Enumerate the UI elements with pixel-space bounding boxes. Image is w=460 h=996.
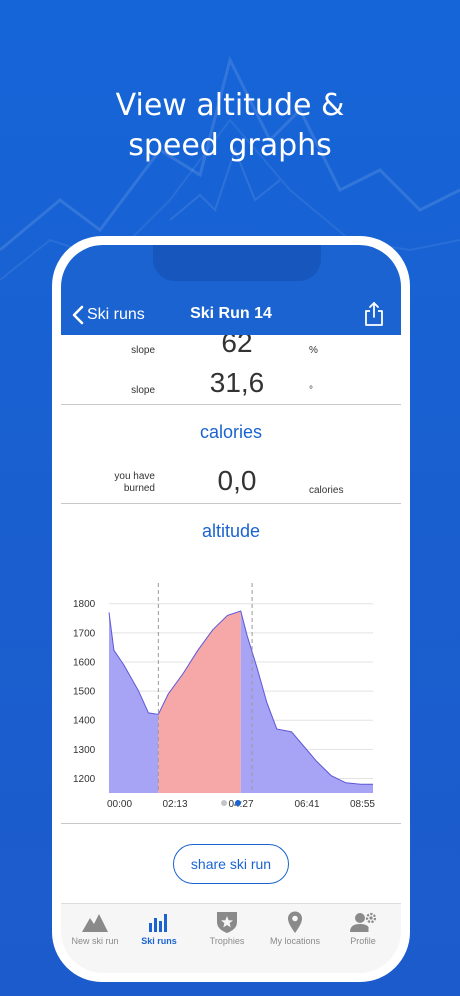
phone-screen: Ski runs Ski Run 14 slope 62 % slope 31,…	[61, 245, 401, 973]
calories-label: you have burned	[114, 471, 155, 495]
y-tick-label: 1600	[73, 657, 96, 668]
y-tick-label: 1400	[73, 716, 96, 727]
calories-label-line-2: burned	[123, 483, 155, 494]
slope-degree-value: 31,6	[209, 367, 265, 398]
altitude-title: altitude	[201, 521, 261, 541]
calories-title: calories	[199, 422, 263, 442]
slope-percent-value: 62	[221, 335, 253, 358]
x-tick-label: 06:41	[294, 799, 319, 810]
x-tick-label: 08:55	[350, 799, 375, 810]
divider	[61, 404, 401, 405]
altitude-area-segment	[109, 612, 159, 793]
calories-value: 0,0	[217, 465, 257, 496]
slope-degree-unit: °	[309, 385, 313, 396]
tab-label: My locations	[269, 936, 321, 946]
altitude-area-segment	[158, 611, 241, 793]
location-pin-icon	[288, 911, 302, 933]
profile-gear-icon	[350, 912, 377, 932]
slope-percent-unit: %	[309, 345, 318, 356]
tab-profile[interactable]: Profile	[329, 904, 397, 964]
slope-label: slope	[131, 385, 155, 396]
bar-chart-icon	[149, 914, 167, 932]
page-indicator[interactable]	[61, 800, 401, 810]
ski-run-details[interactable]: slope 62 % slope 31,6 ° calories you hav…	[61, 335, 401, 903]
back-label: Ski runs	[87, 306, 145, 323]
divider	[61, 503, 401, 504]
altitude-line	[108, 610, 373, 785]
slope-label: slope	[131, 345, 155, 356]
tab-bar: New ski run Ski runs Trophies	[61, 903, 401, 973]
slope-percent-row: slope 62 %	[61, 335, 401, 361]
y-tick-label: 1700	[73, 628, 96, 639]
tab-label: Trophies	[209, 936, 245, 946]
y-tick-label: 1300	[73, 745, 96, 756]
altitude-area-segment	[240, 611, 373, 793]
page-dot[interactable]	[221, 800, 227, 806]
y-tick-label: 1500	[73, 687, 96, 698]
share-ski-run-button[interactable]: share ski run	[173, 844, 289, 884]
mountain-icon	[82, 914, 108, 932]
calories-label-line-1: you have	[114, 471, 155, 482]
headline-line-1: View altitude &	[115, 88, 345, 123]
calories-row: you have burned 0,0 calories	[61, 461, 401, 501]
tab-label: New ski run	[71, 936, 119, 946]
calories-unit: calories	[309, 485, 344, 496]
back-button[interactable]: Ski runs	[71, 303, 145, 327]
tab-ski-runs[interactable]: Ski runs	[125, 904, 193, 964]
page-dot[interactable]	[235, 800, 241, 806]
promo-headline: View altitude & speed graphs	[0, 86, 460, 166]
tab-new-ski-run[interactable]: New ski run	[61, 904, 129, 964]
tab-label: Ski runs	[141, 936, 177, 946]
headline-line-2: speed graphs	[128, 128, 332, 163]
slope-degree-row: slope 31,6 °	[61, 365, 401, 405]
phone-frame: Ski runs Ski Run 14 slope 62 % slope 31,…	[52, 236, 410, 982]
navigation-bar: Ski runs Ski Run 14	[61, 245, 401, 335]
tab-my-locations[interactable]: My locations	[261, 904, 329, 964]
y-tick-label: 1800	[73, 599, 96, 610]
phone-notch	[153, 245, 321, 281]
trophy-shield-icon	[217, 912, 237, 933]
y-tick-label: 1200	[73, 774, 96, 785]
tab-label: Profile	[350, 936, 376, 946]
x-tick-label: 00:00	[107, 799, 132, 810]
page-title: Ski Run 14	[190, 305, 272, 322]
chevron-left-icon	[72, 305, 84, 325]
x-tick-label: 02:13	[162, 799, 187, 810]
tab-trophies[interactable]: Trophies	[193, 904, 261, 964]
x-tick-label: 04:27	[228, 799, 253, 810]
share-icon[interactable]	[363, 301, 385, 327]
altitude-chart[interactable]: 1200 1300 1400 1500 1600 1700 1800 00:00 02:13 04…	[71, 583, 393, 813]
divider	[61, 823, 401, 824]
